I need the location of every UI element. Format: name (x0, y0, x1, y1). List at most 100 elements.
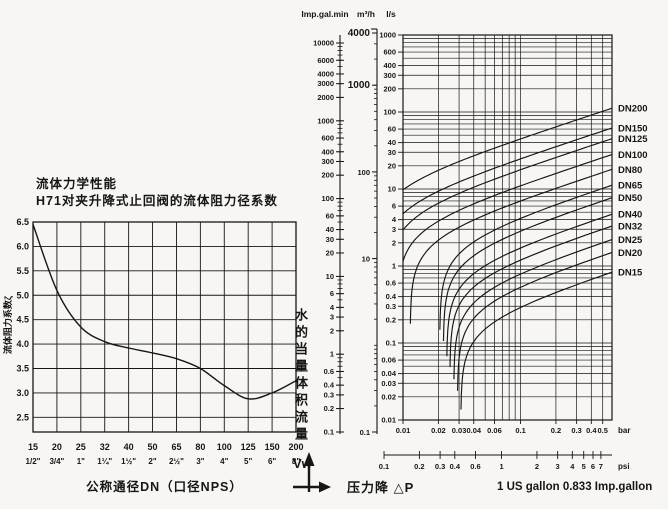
psi-tick-label: 3 (556, 462, 560, 471)
ls-tick-label: 4 (392, 215, 397, 224)
left-chart-labels: 6.5 6.0 5.5 5.0 4.5 4.0 3.5 3.0 2.5 15 20 25 32 40 50 6… (2, 217, 304, 494)
imp-tick-label: 300 (321, 157, 334, 166)
y-tick-label: 5.0 (16, 290, 29, 300)
psi-unit-label: psi (618, 462, 630, 471)
ls-tick-label: 1 (392, 262, 396, 271)
ls-tick-label: 20 (388, 161, 396, 170)
imp-tick-label: 40 (326, 225, 334, 234)
dn-tick-label: 150 (265, 442, 280, 452)
m3h-tick-label: 10 (362, 255, 370, 264)
ls-tick-label: 10 (388, 185, 396, 194)
imp-tick-label: 2 (330, 326, 334, 335)
ls-tick-label: 0.3 (386, 302, 396, 311)
ls-tick-label: 400 (383, 61, 396, 70)
flow-vs-pressure-drop-chart: 10006004003002001006040302010643210.60.4… (293, 9, 648, 493)
dn-label-DN80: DN80 (618, 165, 642, 176)
dn-label-DN150: DN150 (618, 123, 648, 134)
bar-tick-label: 0.01 (396, 426, 411, 435)
ls-tick-label: 600 (383, 48, 396, 57)
plot-border (402, 34, 613, 421)
psi-tick-label: 0.3 (435, 462, 445, 471)
axis-arrows (293, 452, 331, 493)
imp-tick-label: 30 (326, 235, 334, 244)
nps-tick-label: 2" (148, 457, 156, 466)
imp-tick-label: 0.4 (324, 381, 335, 390)
dn-label-DN50: DN50 (618, 193, 642, 204)
dn-tick-label: 100 (217, 442, 232, 452)
psi-tick-label: 7 (599, 462, 603, 471)
dn-tick-label: 15 (28, 442, 38, 452)
nps-tick-label: 1/2" (26, 457, 41, 466)
bar-tick-label: 0.02 (431, 426, 446, 435)
ls-tick-label: 0.04 (381, 369, 396, 378)
ls-tick-label: 40 (388, 138, 396, 147)
dn-label-DN15: DN15 (618, 268, 643, 279)
imp-tick-label: 600 (321, 134, 334, 143)
dn-tick-label: 32 (100, 442, 110, 452)
dn-curve-DN200 (402, 107, 613, 191)
dn-curve-DN25 (453, 239, 613, 380)
nps-tick-label: 5" (244, 457, 252, 466)
nps-tick-label: 3/4" (49, 457, 64, 466)
imp-tick-label: 20 (326, 248, 334, 257)
dn-label-DN32: DN32 (618, 222, 642, 233)
imp-tick-label: 0.2 (324, 404, 334, 413)
imp-tick-label: 10000 (313, 39, 334, 48)
dn-curve-DN100 (402, 154, 613, 262)
ls-tick-label: 200 (383, 84, 396, 93)
psi-tick-label: 6 (591, 462, 595, 471)
y-tick-label: 5.5 (16, 266, 29, 276)
left-chart-title-line2: H71对夹升降式止回阀的流体阻力径系数 (36, 194, 278, 208)
ls-tick-label: 0.01 (381, 416, 396, 425)
dn-curves (402, 107, 613, 410)
imp-unit-header: Imp.gal.min (301, 9, 348, 19)
dn-curve-DN15 (460, 271, 613, 410)
nps-tick-label: 8" (292, 457, 300, 466)
dn-label-DN200: DN200 (618, 104, 648, 115)
right-arrow-icon (319, 481, 331, 493)
dn-tick-label: 65 (171, 442, 181, 452)
imp-tick-label: 10 (326, 272, 334, 281)
imp-tick-label: 60 (326, 211, 334, 220)
right-chart-grid (402, 34, 613, 421)
dn-tick-label: 200 (288, 442, 303, 452)
nps-tick-label: 4" (220, 457, 228, 466)
m3h-tick-label: 4000 (348, 28, 371, 39)
nps-tick-label: 3" (196, 457, 204, 466)
psi-tick-label: 1 (499, 462, 503, 471)
dn-curve-DN80 (409, 168, 613, 324)
nps-tick-label: 6" (268, 457, 276, 466)
psi-tick-label: 0.1 (379, 462, 389, 471)
ls-tick-label: 60 (388, 125, 396, 134)
psi-tick-label: 5 (582, 462, 586, 471)
ls-tick-label: 100 (383, 108, 396, 117)
ls-tick-label: 6 (392, 202, 396, 211)
dn-curve-DN20 (457, 251, 613, 391)
y-tick-label: 4.0 (16, 339, 29, 349)
up-arrow-icon (303, 452, 315, 466)
ls-tick-label: 1000 (379, 31, 396, 40)
bar-tick-label: 0.04 (466, 426, 481, 435)
ls-tick-label: 0.1 (386, 339, 396, 348)
plot-border (32, 221, 297, 433)
imp-tick-label: 6 (330, 289, 334, 298)
imp-tick-label: 0.1 (324, 428, 334, 437)
gallon-conversion-note: 1 US gallon 0.833 Imp.gallon (497, 481, 653, 493)
m3h-tick-label: 1000 (348, 80, 371, 91)
imp-tick-label: 3000 (317, 79, 334, 88)
left-chart-grid (32, 221, 297, 432)
dn-curve-DN65 (439, 184, 613, 330)
imp-tick-label: 0.6 (324, 367, 334, 376)
dn-curve-DN40 (446, 213, 613, 357)
ls-tick-label: 0.06 (381, 356, 396, 365)
ls-tick-label: 0.6 (386, 279, 396, 288)
dn-label-DN65: DN65 (618, 181, 643, 192)
x-axis-title: 公称通径DN（口径NPS） (86, 479, 243, 494)
nps-tick-label: 1" (77, 457, 85, 466)
m3h-unit-header: m³/h (357, 9, 375, 19)
bar-tick-label: 0.2 (551, 426, 561, 435)
psi-tick-label: 0.6 (470, 462, 480, 471)
y-tick-label: 3.0 (16, 388, 29, 398)
imp-tick-label: 1 (330, 350, 334, 359)
dn-tick-label: 50 (148, 442, 158, 452)
